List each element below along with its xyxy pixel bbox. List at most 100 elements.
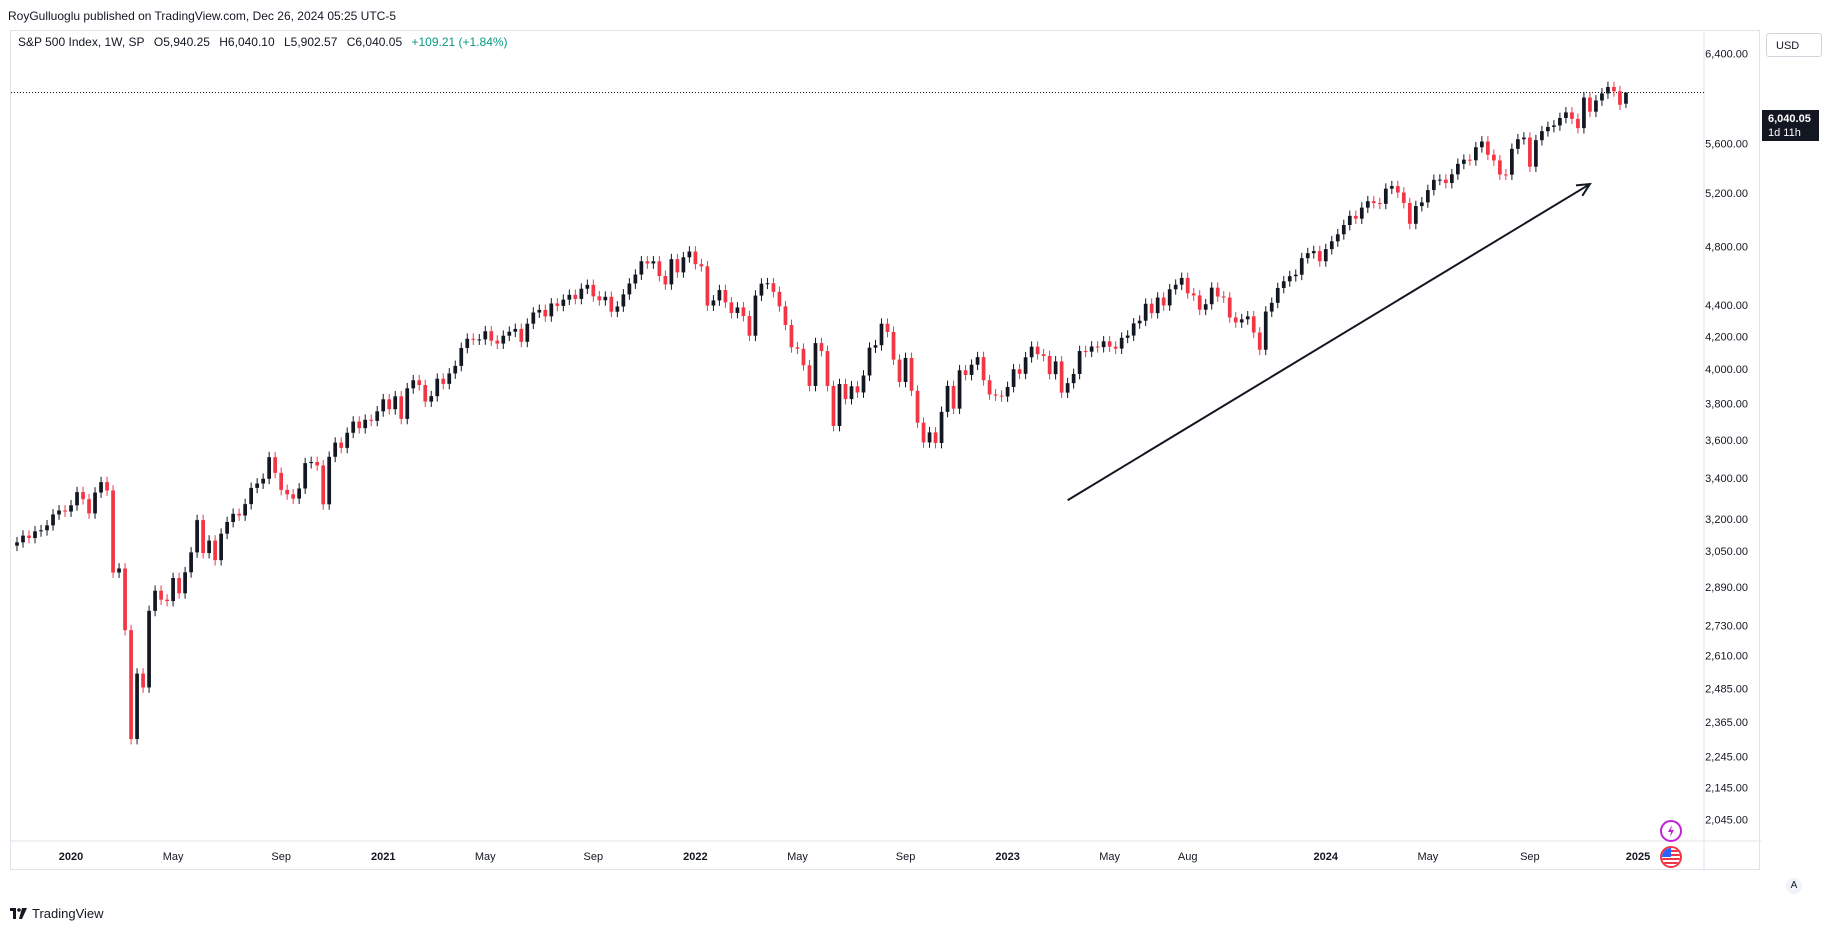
candle-body <box>807 365 812 386</box>
candle-body <box>1191 293 1196 296</box>
candle-body <box>897 359 902 382</box>
candle-body <box>57 510 61 515</box>
candle-body <box>543 309 548 317</box>
candle-body <box>699 264 704 267</box>
candle-body <box>99 482 103 493</box>
candle-body <box>1047 355 1052 375</box>
candle-body <box>171 577 175 602</box>
time-tick-label: May <box>1417 851 1438 863</box>
candle-body <box>801 348 806 366</box>
candle-body <box>1095 346 1100 348</box>
candle-body <box>1125 335 1130 338</box>
candle-body <box>207 540 211 554</box>
candle-body <box>243 504 247 516</box>
candle-body <box>1401 192 1406 204</box>
candle-body <box>1317 251 1322 262</box>
candle-body <box>843 384 848 400</box>
time-tick-label: May <box>163 851 184 863</box>
candle-body <box>315 461 320 466</box>
candle-body <box>1486 141 1490 155</box>
time-tick-label: Aug <box>1178 851 1198 863</box>
candle-body <box>651 261 656 264</box>
candle-body <box>1395 186 1400 193</box>
candle-body <box>1287 276 1292 282</box>
candle-body <box>969 364 974 375</box>
candle-body <box>1365 201 1370 208</box>
candle-body <box>1083 351 1088 353</box>
candle-body <box>603 296 608 301</box>
candle-body <box>849 386 854 400</box>
candle-body <box>279 472 284 490</box>
time-tick-label: Sep <box>1520 851 1540 863</box>
candle-body <box>435 378 440 397</box>
currency-button[interactable]: USD <box>1766 33 1822 57</box>
auto-scale-button[interactable]: A <box>1786 878 1802 894</box>
candle-body <box>975 357 980 365</box>
candle-body <box>411 380 416 389</box>
bar-countdown: 1d 11h <box>1768 127 1801 139</box>
price-tick-label: 2,485.00 <box>1705 684 1748 696</box>
candle-body <box>1203 304 1208 310</box>
price-tick-label: 4,000.00 <box>1705 364 1748 376</box>
tradingview-logo[interactable]: TradingView <box>10 906 104 921</box>
tradingview-logo-icon <box>10 907 27 919</box>
candle-body <box>1053 361 1058 375</box>
candle-body <box>123 568 127 631</box>
tradingview-wordmark: TradingView <box>32 906 104 921</box>
candle-body <box>1251 316 1256 333</box>
candle-body <box>87 499 91 514</box>
candle-body <box>1624 92 1628 104</box>
candle-body <box>1209 287 1214 305</box>
candlestick-chart[interactable]: 6,400.00 5,600.00 5,200.00 4,800.00 4,400.00… <box>11 31 1761 871</box>
trend-arrow-head[interactable] <box>1575 182 1592 197</box>
trend-arrow-line[interactable] <box>1067 183 1591 502</box>
candle-body <box>141 673 145 688</box>
price-tick-label: 4,400.00 <box>1705 300 1748 312</box>
legend-low: L5,902.57 <box>284 35 338 49</box>
time-tick-label: Sep <box>896 851 916 863</box>
candle-body <box>627 283 632 295</box>
candle-body <box>1077 351 1082 374</box>
candle-body <box>201 520 205 554</box>
time-tick-label: Sep <box>584 851 604 863</box>
flash-badge-icon[interactable] <box>1660 820 1682 842</box>
candle-body <box>183 572 187 594</box>
time-tick-label: 2024 <box>1314 851 1339 863</box>
candle-body <box>1101 341 1106 348</box>
us-flag-badge-icon[interactable] <box>1660 846 1682 868</box>
candle-body <box>867 347 872 376</box>
candle-body <box>1005 386 1010 397</box>
candle-body <box>873 345 878 348</box>
candle-body <box>879 323 884 346</box>
candle-body <box>1299 258 1304 275</box>
candle-body <box>981 357 986 381</box>
candle-body <box>885 323 890 332</box>
candle-body <box>861 375 866 393</box>
candle-body <box>819 343 824 352</box>
candle-body <box>1377 203 1382 205</box>
candle-body <box>1137 320 1142 324</box>
candle-body <box>1149 303 1154 314</box>
candle-body <box>597 296 602 301</box>
chart-pane[interactable]: 6,400.00 5,600.00 5,200.00 4,800.00 4,400.00… <box>10 30 1761 871</box>
candle-body <box>825 351 830 386</box>
price-tick-label: 3,050.00 <box>1705 546 1748 558</box>
candle-body <box>39 530 43 532</box>
candle-body <box>615 306 620 312</box>
candle-body <box>441 378 446 384</box>
candle-body <box>1461 159 1466 164</box>
candle-body <box>1564 112 1568 119</box>
candle-body <box>759 283 764 296</box>
candle-body <box>255 483 260 488</box>
candle-body <box>555 303 560 306</box>
candle-body <box>1323 249 1328 262</box>
price-tick-label: 4,800.00 <box>1705 242 1748 254</box>
candle-body <box>357 421 362 429</box>
candle-body <box>405 388 410 419</box>
candle-body <box>681 257 686 273</box>
price-tick-label: 6,400.00 <box>1705 49 1748 61</box>
candle-body <box>1588 97 1592 112</box>
candle-body <box>1552 125 1556 127</box>
candle-body <box>813 343 818 386</box>
candle-body <box>225 521 229 534</box>
